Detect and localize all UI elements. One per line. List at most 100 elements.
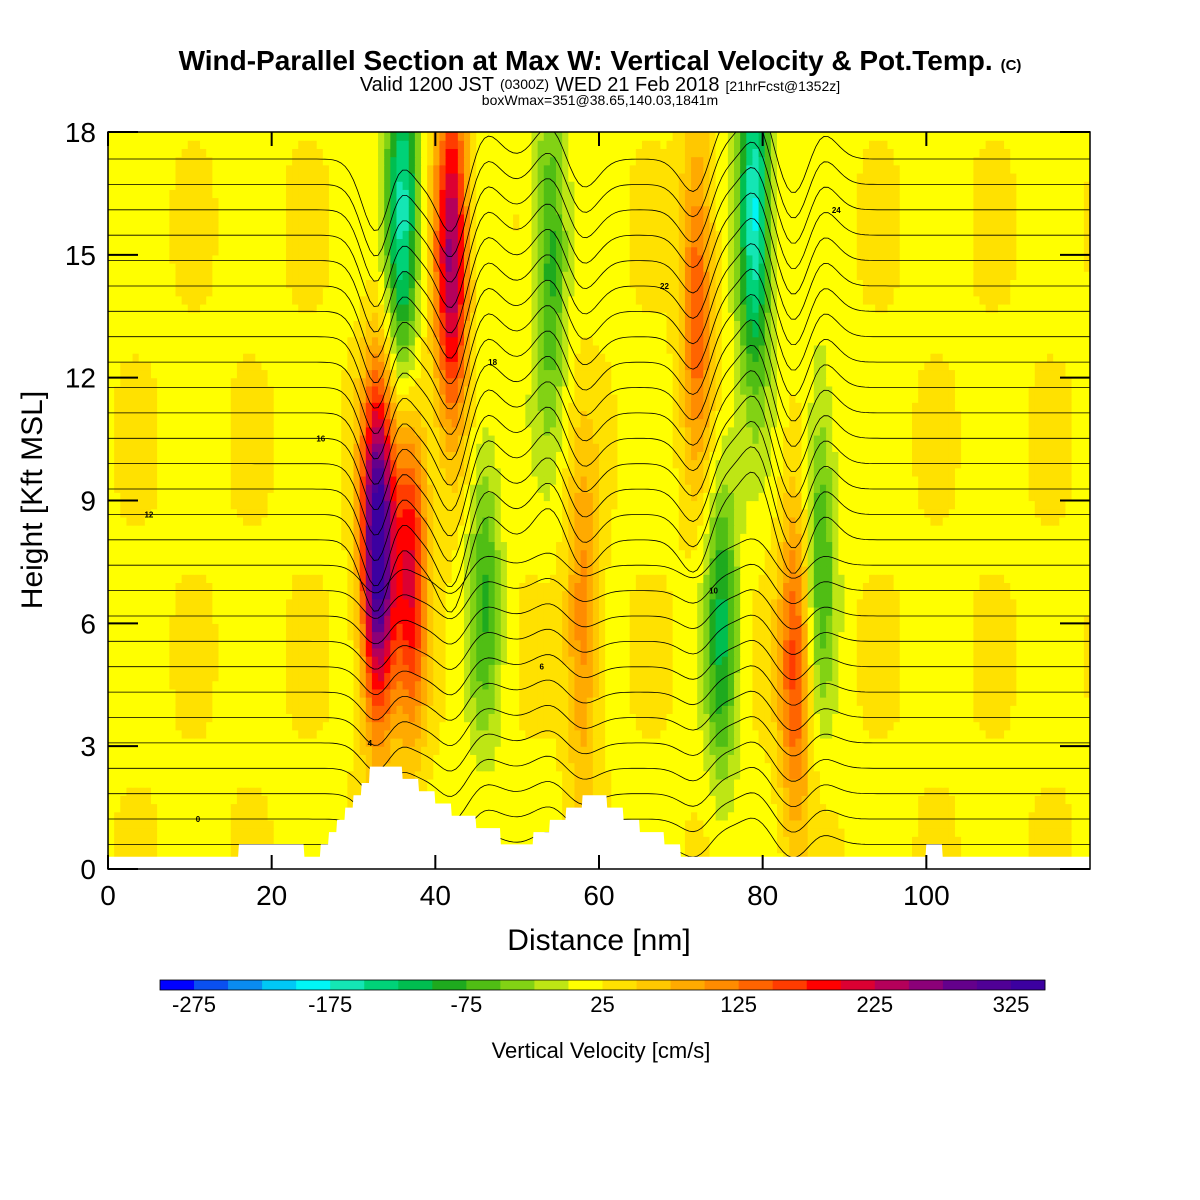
velocity-cell	[500, 836, 508, 846]
velocity-cell	[414, 713, 422, 723]
velocity-cell	[279, 680, 287, 690]
velocity-cell	[1047, 737, 1054, 747]
velocity-cell	[175, 737, 183, 747]
velocity-cell	[899, 672, 907, 682]
velocity-cell	[224, 697, 232, 706]
velocity-cell	[120, 819, 128, 829]
velocity-cell	[641, 664, 649, 674]
velocity-cell	[1083, 737, 1090, 747]
velocity-cell	[114, 737, 121, 747]
velocity-cell	[832, 746, 839, 755]
velocity-cell	[525, 697, 533, 706]
velocity-cell	[961, 664, 968, 674]
velocity-cell	[181, 623, 189, 633]
velocity-cell	[187, 770, 195, 780]
velocity-cell	[801, 844, 809, 854]
velocity-cell	[813, 623, 821, 633]
velocity-cell	[967, 836, 974, 846]
velocity-cell	[335, 746, 342, 755]
velocity-cell	[114, 844, 121, 854]
velocity-cell	[402, 737, 410, 747]
velocity-cell	[887, 803, 895, 813]
velocity-cell	[261, 672, 269, 682]
velocity-cell	[997, 754, 1005, 764]
velocity-cell	[967, 754, 974, 764]
velocity-cell	[531, 770, 539, 780]
velocity-cell	[691, 828, 698, 837]
velocity-cell	[770, 819, 778, 829]
velocity-cell	[304, 623, 312, 633]
velocity-cell	[243, 664, 250, 674]
velocity-cell	[353, 770, 361, 780]
velocity-cell	[703, 713, 711, 723]
velocity-cell	[200, 778, 207, 788]
velocity-cell	[181, 770, 189, 780]
velocity-cell	[1071, 639, 1079, 649]
velocity-cell	[230, 680, 238, 690]
velocity-cell	[568, 705, 576, 715]
velocity-cell	[795, 754, 803, 764]
velocity-cell	[967, 737, 974, 747]
velocity-cell	[1034, 680, 1042, 690]
velocity-cell	[114, 631, 121, 641]
velocity-cell	[727, 697, 735, 706]
velocity-cell	[310, 828, 318, 837]
velocity-cell	[396, 664, 404, 674]
velocity-cell	[328, 680, 336, 690]
velocity-cell	[930, 656, 938, 665]
velocity-cell	[150, 664, 158, 674]
velocity-cell	[144, 615, 152, 624]
velocity-cell	[684, 828, 692, 837]
velocity-cell	[243, 680, 250, 690]
velocity-cell	[108, 697, 115, 706]
velocity-cell	[844, 729, 852, 739]
velocity-cell	[887, 631, 895, 641]
velocity-cell	[463, 680, 471, 690]
velocity-cell	[1071, 697, 1079, 706]
velocity-cell	[513, 803, 520, 813]
velocity-cell	[365, 672, 373, 682]
velocity-cell	[856, 828, 864, 837]
velocity-cell	[905, 778, 913, 788]
velocity-cell	[488, 680, 496, 690]
velocity-cell	[1028, 819, 1036, 829]
velocity-cell	[936, 705, 944, 715]
velocity-cell	[476, 672, 483, 682]
velocity-cell	[856, 639, 864, 649]
velocity-cell	[414, 688, 422, 698]
velocity-cell	[973, 762, 981, 772]
velocity-cell	[924, 729, 932, 739]
velocity-cell	[850, 787, 858, 796]
velocity-cell	[476, 803, 483, 813]
velocity-cell	[316, 778, 324, 788]
velocity-cell	[249, 639, 256, 649]
velocity-cell	[684, 721, 692, 731]
velocity-cell	[249, 688, 256, 698]
velocity-cell	[114, 836, 121, 846]
velocity-cell	[703, 828, 711, 837]
velocity-cell	[1040, 762, 1048, 772]
velocity-cell	[470, 795, 477, 805]
velocity-cell	[353, 713, 361, 723]
velocity-cell	[1016, 737, 1024, 747]
velocity-cell	[721, 713, 729, 723]
velocity-cell	[746, 778, 754, 788]
velocity-cell	[255, 778, 263, 788]
velocity-cell	[924, 787, 932, 796]
velocity-cell	[746, 787, 754, 796]
velocity-cell	[255, 795, 263, 805]
velocity-cell	[672, 770, 680, 780]
velocity-cell	[482, 795, 490, 805]
velocity-cell	[1010, 787, 1017, 796]
velocity-cell	[1047, 680, 1054, 690]
velocity-cell	[482, 656, 490, 665]
velocity-cell	[924, 705, 932, 715]
velocity-cell	[899, 811, 907, 821]
velocity-cell	[457, 623, 465, 633]
velocity-cell	[801, 762, 809, 772]
velocity-cell	[727, 828, 735, 837]
velocity-cell	[316, 697, 324, 706]
velocity-cell	[187, 762, 195, 772]
velocity-cell	[666, 811, 674, 821]
velocity-cell	[537, 770, 545, 780]
